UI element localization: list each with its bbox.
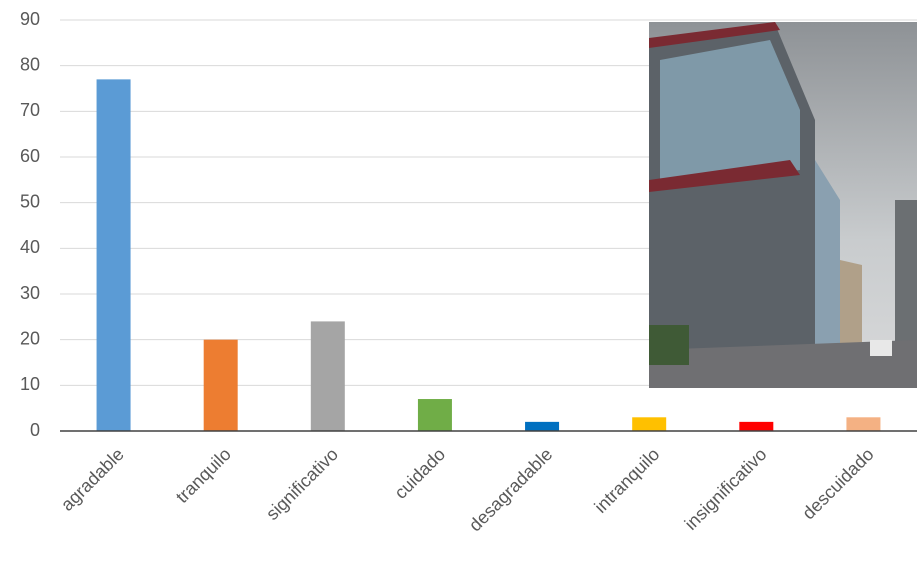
y-tick-label: 70 (20, 100, 40, 120)
inset-photo (649, 22, 917, 388)
bar (632, 417, 667, 431)
bar (310, 321, 345, 431)
x-tick-label: tranquilo (172, 444, 235, 507)
x-tick-label: descuidado (798, 444, 877, 523)
x-tick-label: significativo (262, 444, 342, 524)
y-tick-label: 10 (20, 374, 40, 394)
x-tick-label: intranquilo (590, 444, 663, 517)
y-tick-label: 20 (20, 328, 40, 348)
bar (96, 79, 131, 431)
bar (417, 399, 452, 431)
y-tick-label: 60 (20, 146, 40, 166)
y-tick-label: 30 (20, 283, 40, 303)
x-tick-label: insignificativo (681, 444, 771, 534)
x-tick-label: desagradable (465, 444, 556, 535)
y-tick-label: 40 (20, 237, 40, 257)
y-tick-label: 90 (20, 9, 40, 29)
bar (525, 421, 560, 431)
y-tick-label: 50 (20, 191, 40, 211)
bar (739, 421, 774, 431)
y-tick-label: 80 (20, 54, 40, 74)
x-tick-label: agradable (57, 444, 128, 515)
y-tick-label: 0 (30, 420, 40, 440)
bar (203, 339, 238, 431)
x-tick-label: cuidado (390, 444, 449, 503)
bar (846, 417, 881, 431)
